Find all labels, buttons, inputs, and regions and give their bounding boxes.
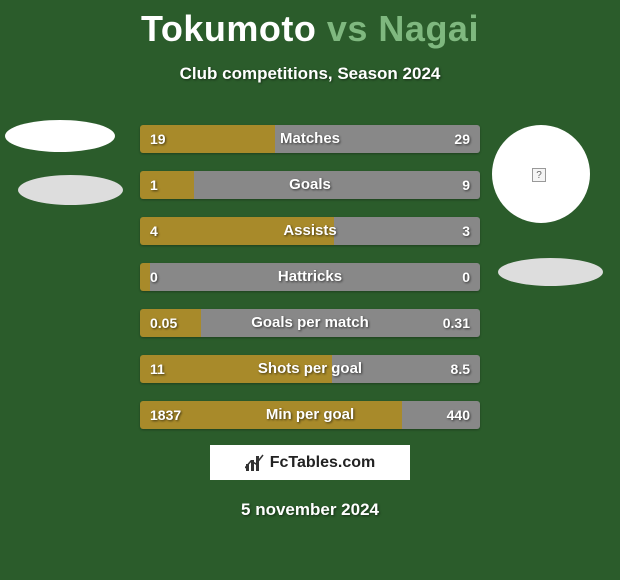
- stats-table: Matches1929Goals19Assists43Hattricks00Go…: [140, 125, 480, 447]
- ellipse-1: [18, 175, 123, 205]
- stat-label: Hattricks: [140, 263, 480, 291]
- vs-text: vs: [327, 8, 368, 49]
- stat-value-right: 29: [454, 125, 470, 153]
- stat-label: Goals per match: [140, 309, 480, 337]
- stat-value-left: 0: [150, 263, 158, 291]
- stat-label: Assists: [140, 217, 480, 245]
- stat-row: Shots per goal11 8.5: [140, 355, 480, 383]
- stat-value-left: 19: [150, 125, 166, 153]
- missing-image-icon: ?: [532, 168, 546, 182]
- date-text: 5 november 2024: [0, 500, 620, 520]
- stat-value-left: 1837: [150, 401, 181, 429]
- stat-row: Matches19 29: [140, 125, 480, 153]
- placeholder-glyph: ?: [536, 170, 542, 181]
- bar-chart-icon: [245, 454, 265, 472]
- player2-name: Nagai: [378, 8, 479, 49]
- stat-value-right: 0: [462, 263, 470, 291]
- subtitle-text: Club competitions, Season 2024: [0, 64, 620, 84]
- stat-label: Matches: [140, 125, 480, 153]
- stat-value-right: 8.5: [451, 355, 470, 383]
- stat-row: Assists4 3: [140, 217, 480, 245]
- stat-row: Hattricks0 0: [140, 263, 480, 291]
- stat-row: Goals1 9: [140, 171, 480, 199]
- stat-value-right: 3: [462, 217, 470, 245]
- stat-value-right: 0.31: [443, 309, 470, 337]
- ellipse-0: [5, 120, 115, 152]
- stat-row: Goals per match0.05 0.31: [140, 309, 480, 337]
- player1-name: Tokumoto: [141, 8, 316, 49]
- stat-value-left: 1: [150, 171, 158, 199]
- stat-value-left: 0.05: [150, 309, 177, 337]
- stat-label: Shots per goal: [140, 355, 480, 383]
- stat-value-right: 9: [462, 171, 470, 199]
- stat-value-left: 4: [150, 217, 158, 245]
- stat-value-right: 440: [447, 401, 470, 429]
- stat-label: Min per goal: [140, 401, 480, 429]
- stat-label: Goals: [140, 171, 480, 199]
- comparison-title: Tokumoto vs Nagai: [0, 0, 620, 50]
- fctables-logo: FcTables.com: [210, 445, 410, 480]
- stat-value-left: 11: [150, 355, 165, 383]
- logo-text: FcTables.com: [270, 454, 376, 472]
- stat-row: Min per goal1837 440: [140, 401, 480, 429]
- ellipse-3: [498, 258, 603, 286]
